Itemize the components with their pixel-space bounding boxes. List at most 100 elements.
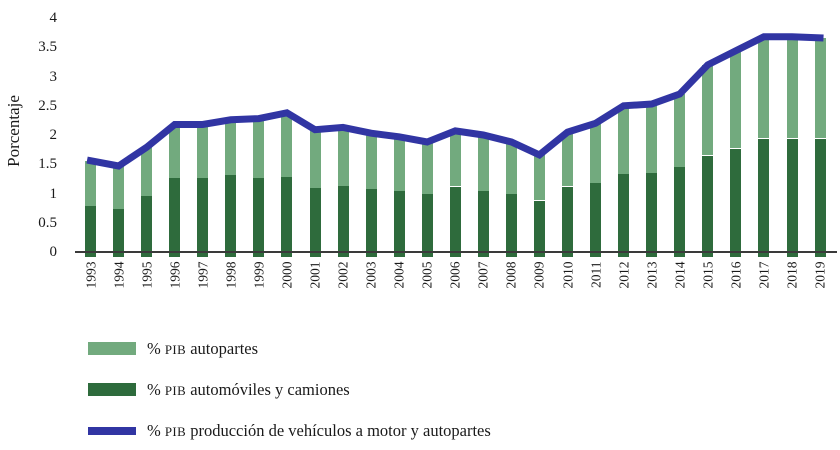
x-tick-label: 1995 (139, 261, 155, 289)
legend-swatch-line-produccion (88, 426, 136, 435)
bar-segment-autopartes (477, 135, 489, 191)
bar-segment-autopartes (169, 124, 181, 179)
bar-segment-autopartes (421, 142, 433, 194)
x-tick-label: 2008 (503, 261, 519, 289)
bar-segment-autopartes (197, 124, 209, 179)
legend-swatch-autopartes (88, 342, 136, 355)
bar-segment-automoviles-camiones (562, 186, 573, 257)
y-tick-label: 2 (49, 127, 58, 143)
bar-segment-automoviles-camiones (337, 185, 349, 257)
y-tick-label: 0.5 (38, 214, 57, 231)
x-tick-label: 2002 (335, 261, 351, 289)
bar-segment-autopartes (253, 118, 265, 179)
legend-item-autopartes: % PIB autopartes (88, 338, 491, 358)
bar-segment-automoviles-camiones (674, 167, 686, 257)
x-tick-label: 2000 (279, 261, 295, 289)
legend-swatch-automoviles-camiones (88, 383, 136, 396)
x-tick-label: 2016 (728, 261, 744, 289)
bar-segment-automoviles-camiones (505, 193, 517, 257)
bar-segment-autopartes (309, 129, 321, 188)
bar-segment-autopartes (562, 132, 573, 187)
bar-segment-automoviles-camiones (309, 187, 321, 257)
y-tick-label: 4 (49, 10, 58, 26)
bar-segment-autopartes (365, 133, 377, 189)
x-tick-label: 2013 (644, 261, 660, 289)
legend-label-produccion-total: % PIB producción de vehículos a motor y … (147, 420, 491, 440)
x-tick-label: 1997 (195, 261, 211, 289)
x-tick-label: 2019 (812, 261, 828, 289)
x-axis-line (75, 251, 837, 253)
legend-item-automoviles-camiones: % PIB automóviles y camiones (88, 379, 491, 399)
legend-item-produccion-total: % PIB producción de vehículos a motor y … (88, 420, 491, 440)
bar-segment-automoviles-camiones (197, 178, 209, 257)
x-tick-label: 1994 (111, 261, 127, 289)
bar-segment-autopartes (449, 130, 461, 187)
bar-segment-automoviles-camiones (702, 155, 714, 257)
bar-segment-automoviles-camiones (477, 190, 489, 257)
bar-segment-autopartes (141, 147, 153, 197)
x-tick-label: 1996 (167, 261, 183, 289)
y-tick-label: 3 (49, 68, 58, 85)
x-tick-label: 2004 (391, 261, 407, 289)
bar-segment-automoviles-camiones (225, 175, 237, 257)
bar-segment-automoviles-camiones (85, 206, 96, 257)
bar-segment-automoviles-camiones (533, 200, 545, 257)
x-tick-label: 2009 (531, 261, 547, 289)
x-tick-label: 2006 (447, 261, 463, 289)
x-tick-label: 2005 (419, 261, 435, 289)
bar-segment-autopartes (85, 160, 96, 207)
legend: % PIB autopartes % PIB automóviles y cam… (88, 338, 491, 440)
bar-segment-autopartes (393, 136, 405, 192)
bar-segment-automoviles-camiones (365, 188, 377, 257)
bar-segment-automoviles-camiones (169, 178, 181, 257)
x-tick-label: 2001 (307, 261, 323, 289)
y-tick-label: 0 (49, 244, 58, 260)
bar-segment-autopartes (337, 127, 349, 186)
x-tick-label: 1993 (83, 261, 98, 289)
bar-segment-automoviles-camiones (281, 177, 293, 257)
x-tick-label: 2017 (756, 261, 772, 289)
legend-label-autopartes: % PIB autopartes (147, 338, 259, 358)
x-tick-label: 2012 (616, 261, 632, 289)
x-tick-label: 2018 (784, 261, 800, 289)
bar-segment-automoviles-camiones (590, 183, 601, 257)
bar-segment-autopartes (730, 50, 742, 149)
bar-segment-automoviles-camiones (113, 208, 125, 257)
x-tick-label: 2007 (475, 261, 491, 289)
bar-segment-autopartes (702, 64, 714, 156)
bar-segment-automoviles-camiones (421, 193, 433, 257)
bar-segment-automoviles-camiones (758, 138, 770, 257)
bar-segment-autopartes (533, 154, 545, 201)
bar-segment-autopartes (281, 112, 293, 178)
bar-segment-automoviles-camiones (449, 186, 461, 257)
bar-segment-automoviles-camiones (730, 148, 742, 257)
x-tick-label: 2011 (588, 261, 603, 289)
bar-segment-automoviles-camiones (646, 173, 658, 257)
y-tick-label: 3.5 (38, 39, 57, 56)
y-tick-label: 2.5 (38, 97, 57, 114)
bar-segment-autopartes (225, 119, 237, 176)
bar-segment-autopartes (786, 36, 798, 139)
x-tick-label: 2003 (363, 261, 379, 289)
x-tick-label: 2015 (700, 261, 716, 289)
bar-segment-autopartes (618, 105, 630, 174)
bar-segment-autopartes (505, 142, 517, 194)
y-tick-label: 1 (49, 185, 58, 202)
bar-segment-autopartes (113, 166, 125, 209)
x-tick-label: 1998 (223, 261, 239, 289)
bar-segment-automoviles-camiones (786, 138, 798, 257)
legend-label-automoviles-camiones: % PIB automóviles y camiones (147, 379, 350, 399)
y-tick-label: 1.5 (38, 156, 57, 173)
bar-segment-autopartes (758, 36, 770, 139)
bar-segment-automoviles-camiones (141, 196, 153, 257)
bar-segment-autopartes (646, 104, 658, 173)
bar-segment-autopartes (814, 37, 826, 139)
x-tick-label: 2014 (672, 261, 688, 289)
bar-segment-automoviles-camiones (393, 191, 405, 257)
x-tick-label: 2010 (560, 261, 575, 289)
bar-segment-autopartes (590, 123, 601, 183)
bar-segment-automoviles-camiones (253, 178, 265, 257)
bar-segment-automoviles-camiones (814, 138, 826, 257)
bar-segment-automoviles-camiones (618, 173, 630, 257)
